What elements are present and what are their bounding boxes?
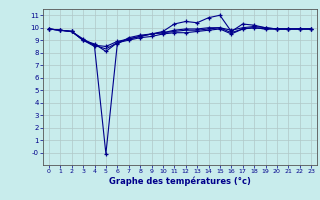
- X-axis label: Graphe des températures (°c): Graphe des températures (°c): [109, 177, 251, 186]
